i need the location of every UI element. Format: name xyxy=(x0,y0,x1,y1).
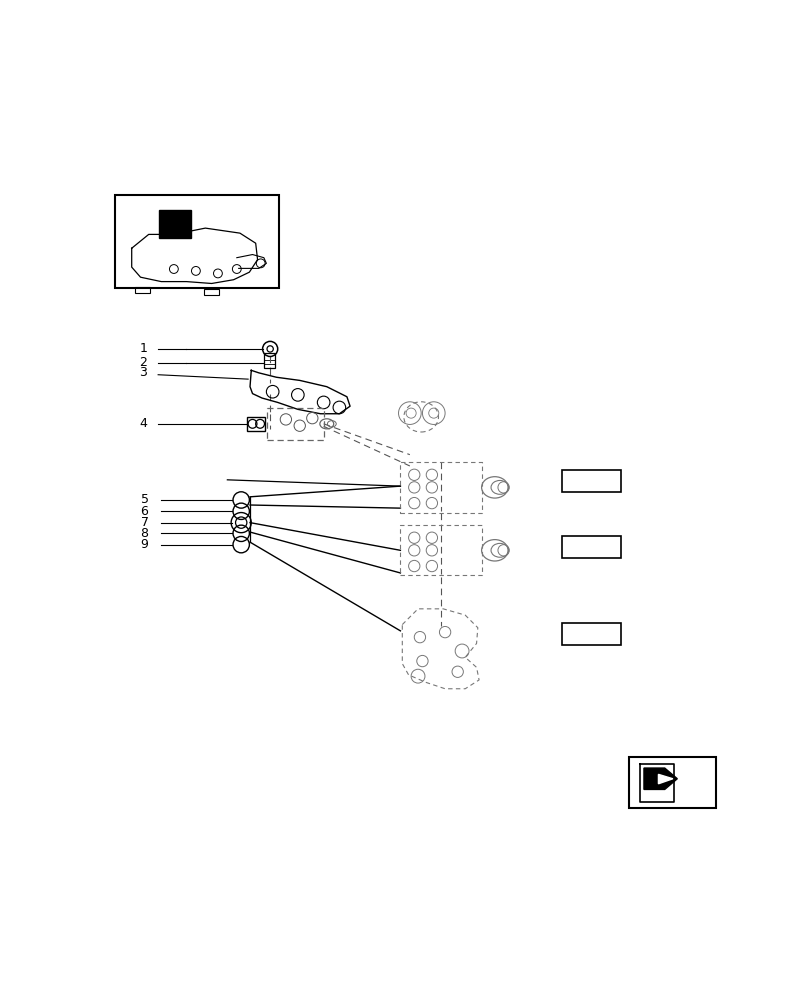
Text: 2: 2 xyxy=(139,356,147,369)
Bar xyxy=(400,525,482,575)
FancyBboxPatch shape xyxy=(561,536,620,558)
Text: 7: 7 xyxy=(140,516,148,529)
Bar xyxy=(247,417,265,431)
FancyBboxPatch shape xyxy=(561,470,620,492)
Bar xyxy=(400,462,482,513)
Bar xyxy=(264,353,275,368)
Text: 1: 1 xyxy=(139,342,147,355)
Bar xyxy=(135,287,150,293)
Text: 8: 8 xyxy=(140,527,148,540)
Text: PAG. 1: PAG. 1 xyxy=(572,628,610,641)
FancyBboxPatch shape xyxy=(561,623,620,645)
Bar xyxy=(204,289,219,295)
Bar xyxy=(628,757,714,808)
Text: 9: 9 xyxy=(140,538,148,551)
Polygon shape xyxy=(658,774,672,784)
Bar xyxy=(159,210,191,238)
Bar xyxy=(115,195,279,288)
Polygon shape xyxy=(643,768,676,789)
Text: PAG. 1: PAG. 1 xyxy=(572,475,610,488)
Text: 4: 4 xyxy=(139,417,147,430)
Text: 3: 3 xyxy=(139,366,147,379)
Text: 6: 6 xyxy=(140,505,148,518)
Text: PAG. 1: PAG. 1 xyxy=(572,541,610,554)
Text: 5: 5 xyxy=(140,493,148,506)
Bar xyxy=(267,408,324,440)
